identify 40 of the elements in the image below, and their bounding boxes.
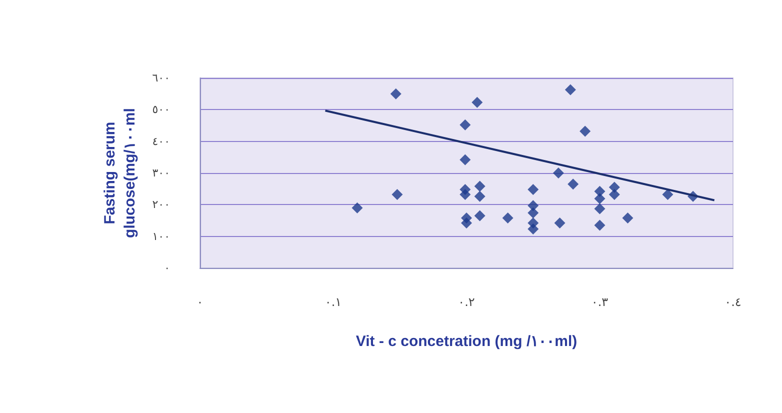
point [390, 88, 402, 100]
x-axis-title: Vit - c concetration (mg /١٠٠ml) [356, 333, 578, 350]
y-tick-label: ٢٠٠ [152, 198, 170, 212]
point [528, 184, 539, 195]
point [528, 200, 539, 212]
point [472, 96, 483, 108]
point [460, 154, 471, 166]
point [662, 189, 674, 200]
point [528, 207, 539, 218]
point [502, 212, 514, 224]
x-tick-label: ٠.٢ [458, 295, 475, 309]
point [528, 224, 539, 235]
x-tick-label: ٠.٤ [724, 295, 742, 309]
point [594, 193, 606, 204]
x-tick-label: ٠.١ [324, 295, 342, 309]
point [474, 190, 486, 202]
point [474, 210, 486, 222]
point [392, 189, 403, 200]
point [622, 212, 634, 224]
y-tick-label: ٠ [164, 262, 170, 274]
y-tick-label: ٤٠٠ [152, 134, 170, 148]
point [564, 84, 576, 96]
point [568, 178, 579, 190]
y-tick-label: ١٠٠ [152, 230, 170, 243]
point [461, 218, 472, 229]
point [608, 189, 620, 200]
y-tick-label: ٦٠٠ [152, 72, 170, 84]
point [352, 202, 363, 214]
point [594, 203, 606, 214]
point [552, 168, 564, 178]
y-tick-label: ٣٠٠ [152, 166, 170, 180]
point [460, 119, 471, 130]
point [460, 189, 471, 200]
x-tick-label: ٠.٣ [591, 295, 609, 309]
point [594, 220, 606, 231]
point [554, 218, 566, 229]
point [474, 180, 486, 192]
y-tick-label: ٥٠٠ [152, 103, 170, 116]
x-tick-label: ٠ [196, 295, 204, 309]
point [580, 126, 591, 137]
